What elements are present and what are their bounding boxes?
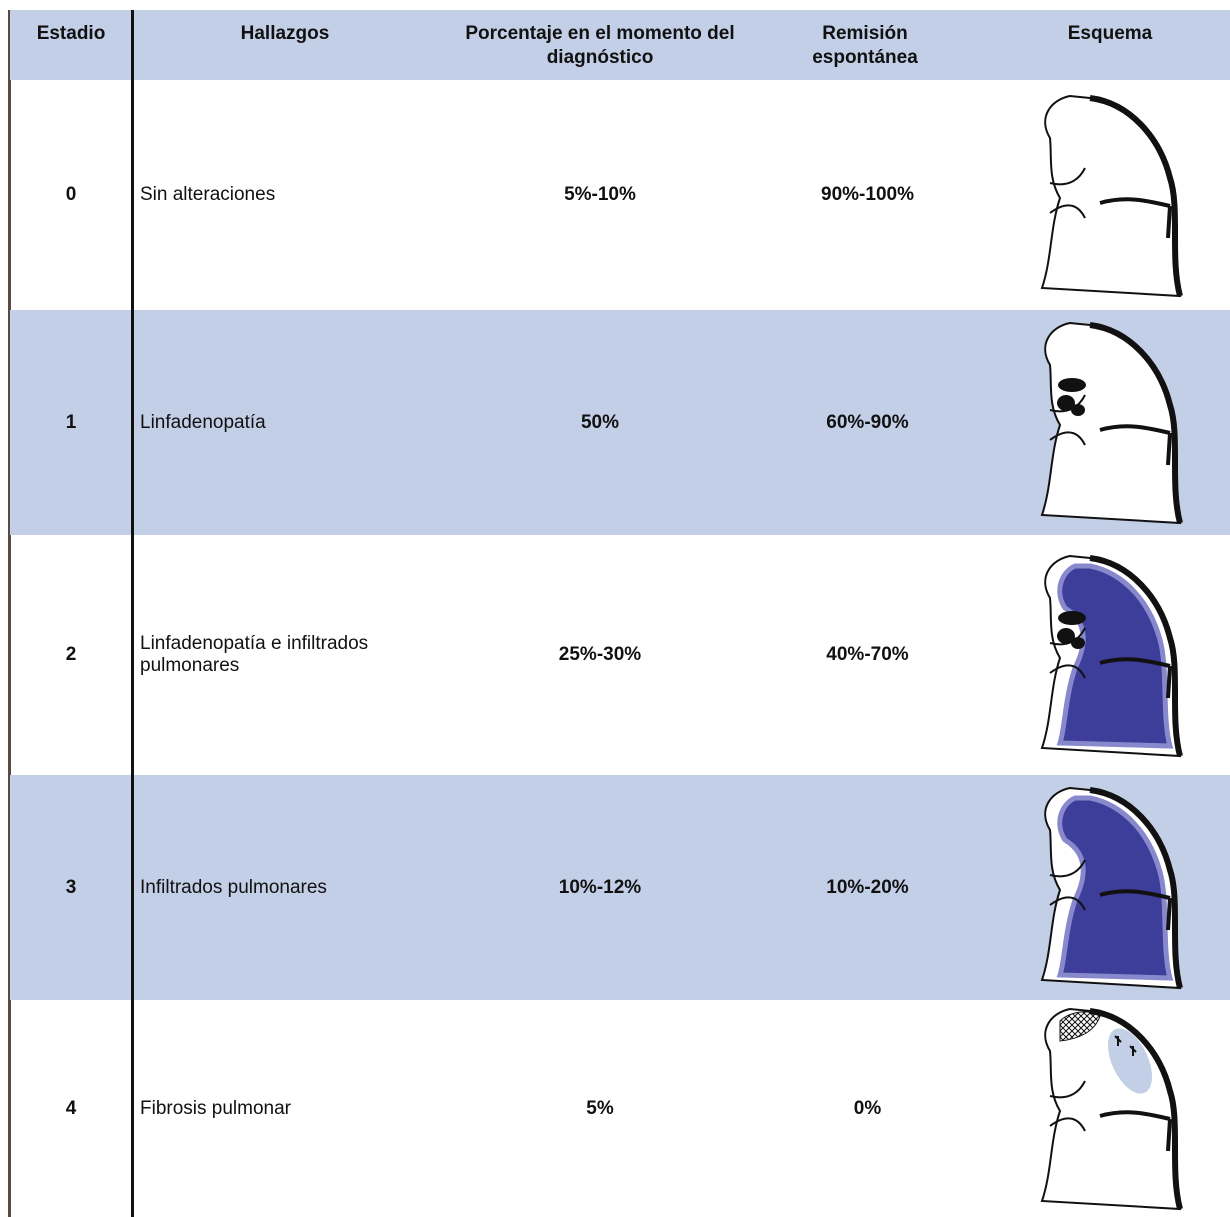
column-divider	[131, 10, 134, 1217]
scheme	[990, 775, 1230, 1000]
finding: Linfadenopatía	[140, 411, 266, 433]
header-cell: Porcentaje en el momento del diagnóstico	[465, 23, 735, 68]
stage: 3	[65, 876, 77, 898]
table-row: 3 Infiltrados pulmonares 10%-12% 10%-20%	[10, 775, 1230, 1000]
percentage: 25%-30%	[558, 644, 642, 665]
remission: 10%-20%	[826, 876, 909, 898]
remission: 40%-70%	[826, 644, 909, 665]
header-row: Estadio Hallazgos Porcentaje en el momen…	[10, 10, 1230, 80]
header-cell: Esquema	[1067, 23, 1153, 44]
finding: Fibrosis pulmonar	[140, 1097, 291, 1119]
header-cell: Estadio	[36, 23, 106, 44]
scheme	[990, 1000, 1230, 1217]
table-row: 2 Linfadenopatía e infiltrados pulmonare…	[10, 535, 1230, 775]
scheme	[990, 80, 1230, 310]
lung-diagram	[1030, 315, 1190, 530]
left-border	[8, 10, 11, 1217]
lung-diagram	[1030, 1001, 1190, 1216]
remission: 0%	[853, 1097, 882, 1119]
scheme	[990, 535, 1230, 775]
stage: 0	[65, 184, 77, 205]
stage: 1	[65, 411, 77, 433]
lung-diagram	[1030, 88, 1190, 303]
stage: 4	[65, 1097, 77, 1119]
stage: 2	[65, 644, 77, 665]
percentage: 5%	[586, 1097, 614, 1119]
remission: 90%-100%	[821, 184, 914, 205]
lung-diagram	[1030, 780, 1190, 995]
header-cell: Remisión espontánea	[812, 23, 918, 68]
finding: Infiltrados pulmonares	[140, 876, 327, 898]
header-cell: Hallazgos	[240, 23, 330, 44]
table-row: 1 Linfadenopatía 50% 60%-90%	[10, 310, 1230, 535]
finding: Sin alteraciones	[140, 184, 276, 205]
percentage: 50%	[580, 411, 620, 433]
finding: Linfadenopatía e infiltrados pulmonares	[140, 633, 369, 676]
table-row: 4 Fibrosis pulmonar 5% 0%	[10, 1000, 1230, 1217]
percentage: 10%-12%	[558, 876, 642, 898]
scheme	[990, 310, 1230, 535]
remission: 60%-90%	[826, 411, 909, 433]
percentage: 5%-10%	[564, 184, 636, 205]
lung-diagram	[1030, 548, 1190, 763]
table-row: 0 Sin alteraciones 5%-10% 90%-100%	[10, 80, 1230, 310]
